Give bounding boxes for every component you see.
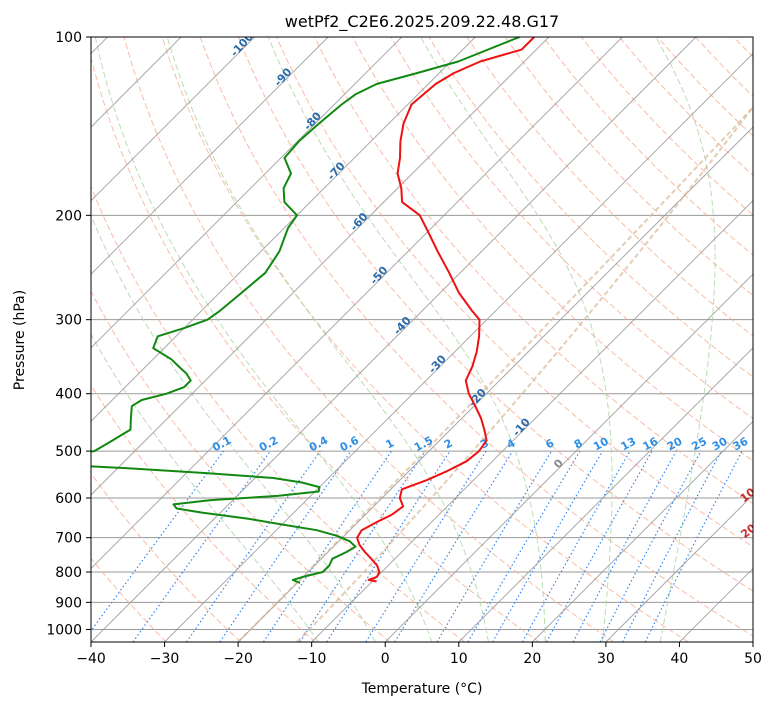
mixing-ratio-label: 25	[689, 435, 709, 454]
mixing-ratio-line	[186, 450, 321, 642]
isotherm	[311, 199, 753, 642]
moist-adiabat	[655, 37, 716, 642]
y-tick-label: 200	[55, 208, 82, 224]
chart-title: wetPf2_C2E6.2025.209.22.48.G17	[285, 12, 559, 32]
isotherm	[384, 273, 753, 642]
dry-adiabat	[91, 557, 167, 642]
sounding-profiles	[91, 37, 535, 584]
isotherm	[91, 37, 256, 202]
dry-adiabats	[91, 37, 753, 642]
x-tick-label: 30	[597, 651, 615, 667]
y-tick-label: 800	[55, 565, 82, 581]
mixing-ratio-label: 20	[665, 435, 685, 454]
mixing-ratio-line	[219, 450, 352, 642]
y-tick-label: 100	[55, 30, 82, 46]
special-isotherm	[237, 105, 753, 642]
temperature-profile	[356, 37, 535, 583]
mixing-ratio-line	[394, 450, 514, 642]
mixing-ratio-label: 30	[710, 435, 730, 454]
isotherm	[91, 37, 403, 349]
dry-adiabat	[352, 37, 753, 462]
mixing-ratio-line	[521, 450, 631, 642]
isotherm	[237, 126, 753, 642]
x-tick-label: 0	[381, 651, 390, 667]
y-tick-label: 600	[55, 491, 82, 507]
dry-adiabat	[161, 37, 689, 642]
axis-ticks: −40 −30 −20 −10 0 10 20 30 40 50 100 200 300 400 500 60…	[46, 30, 762, 667]
mixing-ratio-line	[132, 450, 271, 642]
dry-adiabat	[466, 37, 753, 337]
moist-adiabat	[166, 37, 489, 642]
moist-adiabat	[91, 333, 319, 642]
y-tick-label: 900	[55, 595, 82, 611]
y-tick-label: 500	[55, 444, 82, 460]
x-tick-label: −30	[150, 651, 180, 667]
isotherm	[91, 37, 697, 642]
moist-adiabat	[91, 214, 376, 642]
isotherm	[91, 37, 623, 570]
x-tick-label: 40	[671, 651, 689, 667]
isotherm	[91, 37, 476, 423]
isotherm	[91, 37, 550, 496]
dry-adiabat	[91, 185, 465, 642]
isotherm	[91, 37, 329, 275]
moist-adiabat	[420, 37, 613, 642]
pressure-gridlines	[91, 37, 753, 630]
mixing-ratio-line	[262, 450, 392, 642]
mixing-ratio-label: 16	[641, 435, 661, 454]
isotherms	[91, 37, 753, 642]
plot-frame	[90, 36, 754, 643]
dry-adiabat	[91, 55, 540, 642]
y-tick-label: 1000	[46, 622, 82, 638]
special-isotherm	[296, 105, 753, 642]
isotherm	[531, 420, 753, 642]
dry-adiabat	[91, 290, 391, 642]
plot-area: 0.1 0.2 0.4 0.6 1 1.5 2 3 4 6 8 10 13 16 20 25 30 36-100-…	[91, 37, 753, 642]
dry-adiabat	[91, 384, 316, 642]
mixing-ratio-label: 10	[591, 435, 611, 454]
mixing-ratio-line	[91, 450, 224, 632]
mixing-ratio-label: 36	[731, 435, 751, 454]
y-tick-label: 700	[55, 531, 82, 547]
x-tick-label: −10	[297, 651, 327, 667]
x-tick-label: −20	[223, 651, 253, 667]
dry-adiabat	[314, 37, 753, 505]
x-tick-label: 10	[450, 651, 468, 667]
isotherm	[605, 494, 753, 642]
x-tick-label: −40	[76, 651, 106, 667]
x-tick-label: 50	[744, 651, 762, 667]
x-tick-label: 20	[523, 651, 541, 667]
mixing-ratio-line	[546, 450, 653, 642]
y-tick-label: 300	[55, 313, 82, 329]
dry-adiabat	[237, 37, 753, 592]
y-axis-title: Pressure (hPa)	[12, 290, 28, 390]
moist-adiabat	[267, 37, 546, 642]
dry-adiabat	[390, 37, 753, 420]
mixing-ratio-line	[644, 450, 743, 642]
dry-adiabat	[275, 37, 753, 548]
mixing-ratio-line	[299, 450, 426, 642]
x-axis-title: Temperature (°C)	[361, 681, 483, 697]
moist-adiabats	[91, 37, 716, 642]
isotherm	[458, 347, 753, 642]
dry-adiabat	[504, 37, 753, 296]
y-tick-label: 400	[55, 387, 82, 403]
mixing-ratio-label: 13	[619, 435, 639, 454]
dry-adiabat	[123, 37, 614, 642]
dewpoint-profile	[91, 37, 520, 584]
mixing-ratio-line	[572, 450, 677, 642]
special-isotherms	[237, 105, 753, 642]
dry-adiabat	[91, 472, 242, 642]
moist-adiabat	[94, 37, 433, 642]
isotherm	[164, 52, 753, 642]
